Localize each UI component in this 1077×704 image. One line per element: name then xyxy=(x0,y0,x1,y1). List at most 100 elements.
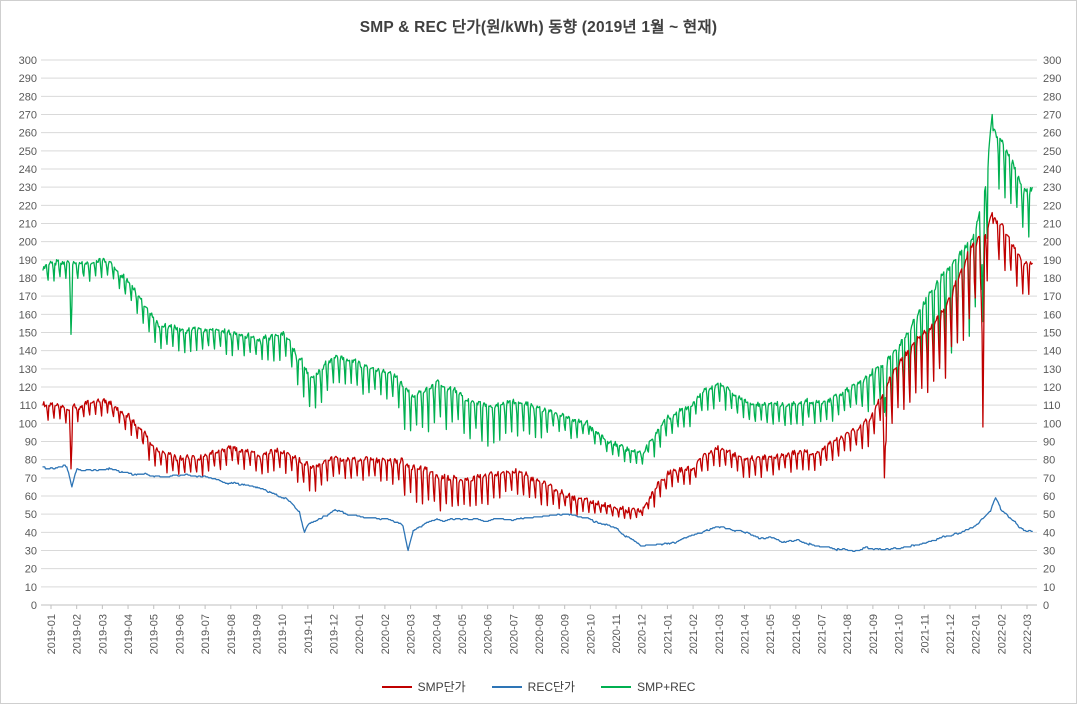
svg-text:40: 40 xyxy=(1043,527,1055,539)
svg-text:90: 90 xyxy=(1043,437,1055,449)
svg-text:50: 50 xyxy=(1043,509,1055,521)
svg-text:2020-12: 2020-12 xyxy=(637,614,649,654)
legend-swatch-smp-rec-icon xyxy=(601,685,632,688)
svg-text:2019-11: 2019-11 xyxy=(303,614,315,654)
svg-text:20: 20 xyxy=(1043,564,1055,576)
svg-text:220: 220 xyxy=(19,200,37,212)
svg-text:10: 10 xyxy=(25,582,37,594)
svg-text:130: 130 xyxy=(19,364,37,376)
svg-text:200: 200 xyxy=(1043,237,1061,249)
svg-text:2020-01: 2020-01 xyxy=(354,614,366,654)
svg-text:120: 120 xyxy=(1043,382,1061,394)
svg-text:2021-12: 2021-12 xyxy=(945,614,957,654)
svg-text:2019-09: 2019-09 xyxy=(251,614,263,654)
svg-text:2020-10: 2020-10 xyxy=(585,614,597,654)
svg-text:260: 260 xyxy=(19,128,37,140)
svg-text:2022-01: 2022-01 xyxy=(971,614,983,654)
svg-text:2021-05: 2021-05 xyxy=(765,614,777,654)
svg-text:2021-03: 2021-03 xyxy=(714,614,726,654)
svg-text:2021-10: 2021-10 xyxy=(894,614,906,654)
legend-item-smp-rec: SMP+REC xyxy=(601,680,695,694)
svg-text:250: 250 xyxy=(19,146,37,158)
svg-text:100: 100 xyxy=(1043,418,1061,430)
svg-text:90: 90 xyxy=(25,437,37,449)
y-axis-labels-right: 0 10 20 30 40 50 60 70 80 90 100 110 120 130 140 150 160… xyxy=(1043,55,1061,612)
svg-text:2021-08: 2021-08 xyxy=(842,614,854,654)
svg-text:210: 210 xyxy=(1043,219,1061,231)
svg-text:160: 160 xyxy=(1043,309,1061,321)
legend-swatch-smp-icon xyxy=(381,685,412,688)
chart-title: SMP & REC 단가(원/kWh) 동향 (2019년 1월 ~ 현재) xyxy=(359,19,718,36)
svg-text:110: 110 xyxy=(19,400,37,412)
svg-text:300: 300 xyxy=(19,55,37,67)
svg-text:2019-12: 2019-12 xyxy=(329,614,341,654)
svg-text:30: 30 xyxy=(25,546,37,558)
svg-text:80: 80 xyxy=(25,455,37,467)
svg-text:210: 210 xyxy=(19,219,37,231)
svg-text:2021-11: 2021-11 xyxy=(919,614,931,654)
svg-text:0: 0 xyxy=(1043,600,1049,612)
svg-text:290: 290 xyxy=(1043,73,1061,85)
svg-text:200: 200 xyxy=(19,237,37,249)
svg-text:160: 160 xyxy=(19,309,37,321)
svg-text:2020-06: 2020-06 xyxy=(483,614,495,654)
svg-text:270: 270 xyxy=(19,110,37,122)
svg-text:80: 80 xyxy=(1043,455,1055,467)
svg-text:230: 230 xyxy=(1043,182,1061,194)
svg-text:170: 170 xyxy=(1043,291,1061,303)
svg-text:2020-11: 2020-11 xyxy=(611,614,623,654)
series-smp-rec-line xyxy=(42,113,1033,465)
legend-item-smp: SMP단가 xyxy=(381,678,466,695)
series-smp-line xyxy=(42,211,1033,520)
svg-text:2020-02: 2020-02 xyxy=(380,614,392,654)
svg-text:230: 230 xyxy=(19,182,37,194)
svg-text:180: 180 xyxy=(19,273,37,285)
svg-text:2020-07: 2020-07 xyxy=(508,614,520,654)
svg-text:240: 240 xyxy=(1043,164,1061,176)
svg-text:130: 130 xyxy=(1043,364,1061,376)
svg-text:2021-01: 2021-01 xyxy=(662,614,674,654)
x-axis xyxy=(41,604,1037,609)
svg-text:140: 140 xyxy=(1043,346,1061,358)
svg-text:170: 170 xyxy=(19,291,37,303)
legend-label-smp-rec: SMP+REC xyxy=(637,679,696,694)
svg-text:2020-03: 2020-03 xyxy=(406,614,418,654)
svg-text:260: 260 xyxy=(1043,128,1061,140)
svg-text:250: 250 xyxy=(1043,146,1061,158)
series-rec-line xyxy=(42,464,1033,553)
svg-text:2019-07: 2019-07 xyxy=(200,614,212,654)
svg-text:110: 110 xyxy=(1043,400,1061,412)
chart-legend: SMP단가 REC단가 SMP+REC xyxy=(1,678,1076,695)
svg-text:280: 280 xyxy=(19,91,37,103)
svg-text:2019-06: 2019-06 xyxy=(174,614,186,654)
svg-text:180: 180 xyxy=(1043,273,1061,285)
svg-text:10: 10 xyxy=(1043,582,1055,594)
svg-text:2019-01: 2019-01 xyxy=(46,614,58,654)
svg-text:270: 270 xyxy=(1043,110,1061,122)
svg-text:60: 60 xyxy=(1043,491,1055,503)
svg-text:2020-05: 2020-05 xyxy=(457,614,469,654)
svg-text:40: 40 xyxy=(25,527,37,539)
svg-text:120: 120 xyxy=(19,382,37,394)
svg-text:2019-05: 2019-05 xyxy=(149,614,161,654)
svg-text:290: 290 xyxy=(19,73,37,85)
svg-text:0: 0 xyxy=(31,600,37,612)
svg-text:300: 300 xyxy=(1043,55,1061,67)
svg-text:2019-03: 2019-03 xyxy=(97,614,109,654)
svg-text:50: 50 xyxy=(25,509,37,521)
svg-text:20: 20 xyxy=(25,564,37,576)
svg-text:2020-09: 2020-09 xyxy=(560,614,572,654)
svg-text:2019-08: 2019-08 xyxy=(226,614,238,654)
svg-text:70: 70 xyxy=(1043,473,1055,485)
svg-text:190: 190 xyxy=(1043,255,1061,267)
svg-text:150: 150 xyxy=(19,328,37,340)
svg-text:2021-06: 2021-06 xyxy=(791,614,803,654)
x-axis-labels: 2019-01 2019-02 2019-03 2019-04 2019-05 2019-… xyxy=(46,614,1034,654)
svg-text:30: 30 xyxy=(1043,546,1055,558)
svg-text:2021-07: 2021-07 xyxy=(817,614,829,654)
legend-label-smp: SMP단가 xyxy=(417,680,466,694)
svg-text:2019-04: 2019-04 xyxy=(123,614,135,654)
svg-text:140: 140 xyxy=(19,346,37,358)
